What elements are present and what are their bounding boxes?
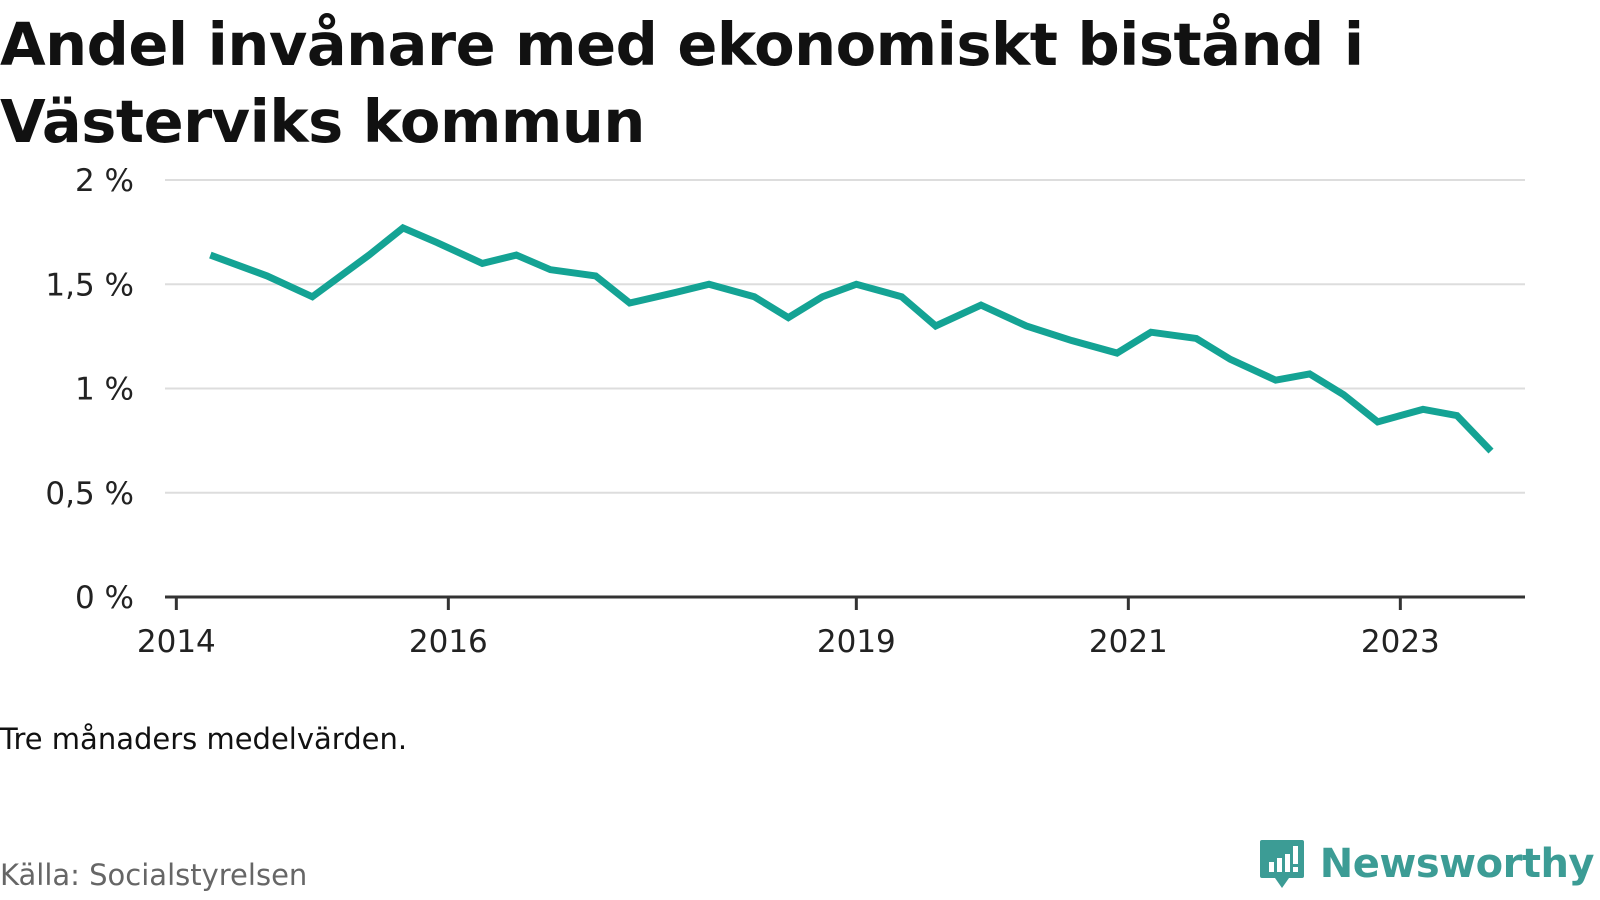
source-label: Källa: Socialstyrelsen (0, 858, 308, 892)
x-tick-label: 2016 (409, 624, 488, 660)
y-tick-label: 1,5 % (45, 267, 134, 303)
y-tick-label: 0,5 % (45, 476, 134, 512)
y-tick-label: 1 % (75, 372, 134, 408)
grid-lines (165, 179, 1525, 494)
y-tick-label: 2 % (75, 163, 134, 199)
x-tick-label: 2021 (1089, 624, 1168, 660)
chart-title: Andel invånare med ekonomiskt bistånd i … (0, 10, 1364, 156)
y-axis-ticks: 0 % 0,5 % 1 % 1,5 % 2 % (45, 163, 134, 616)
x-axis-ticks: 2014 2016 2019 2021 2023 (137, 597, 1440, 660)
data-series (209, 223, 1494, 454)
x-tick-label: 2023 (1361, 624, 1440, 660)
newsworthy-logo-icon (1259, 840, 1304, 888)
chart-note: Tre månaders medelvärden. (0, 722, 408, 756)
series-line (209, 223, 1494, 454)
brand-name: Newsworthy (1319, 841, 1595, 887)
x-tick-label: 2019 (817, 624, 896, 660)
x-tick-label: 2014 (137, 624, 216, 660)
y-tick-label: 0 % (75, 580, 134, 616)
newsworthy-logo[interactable]: Newsworthy (1258, 838, 1595, 890)
